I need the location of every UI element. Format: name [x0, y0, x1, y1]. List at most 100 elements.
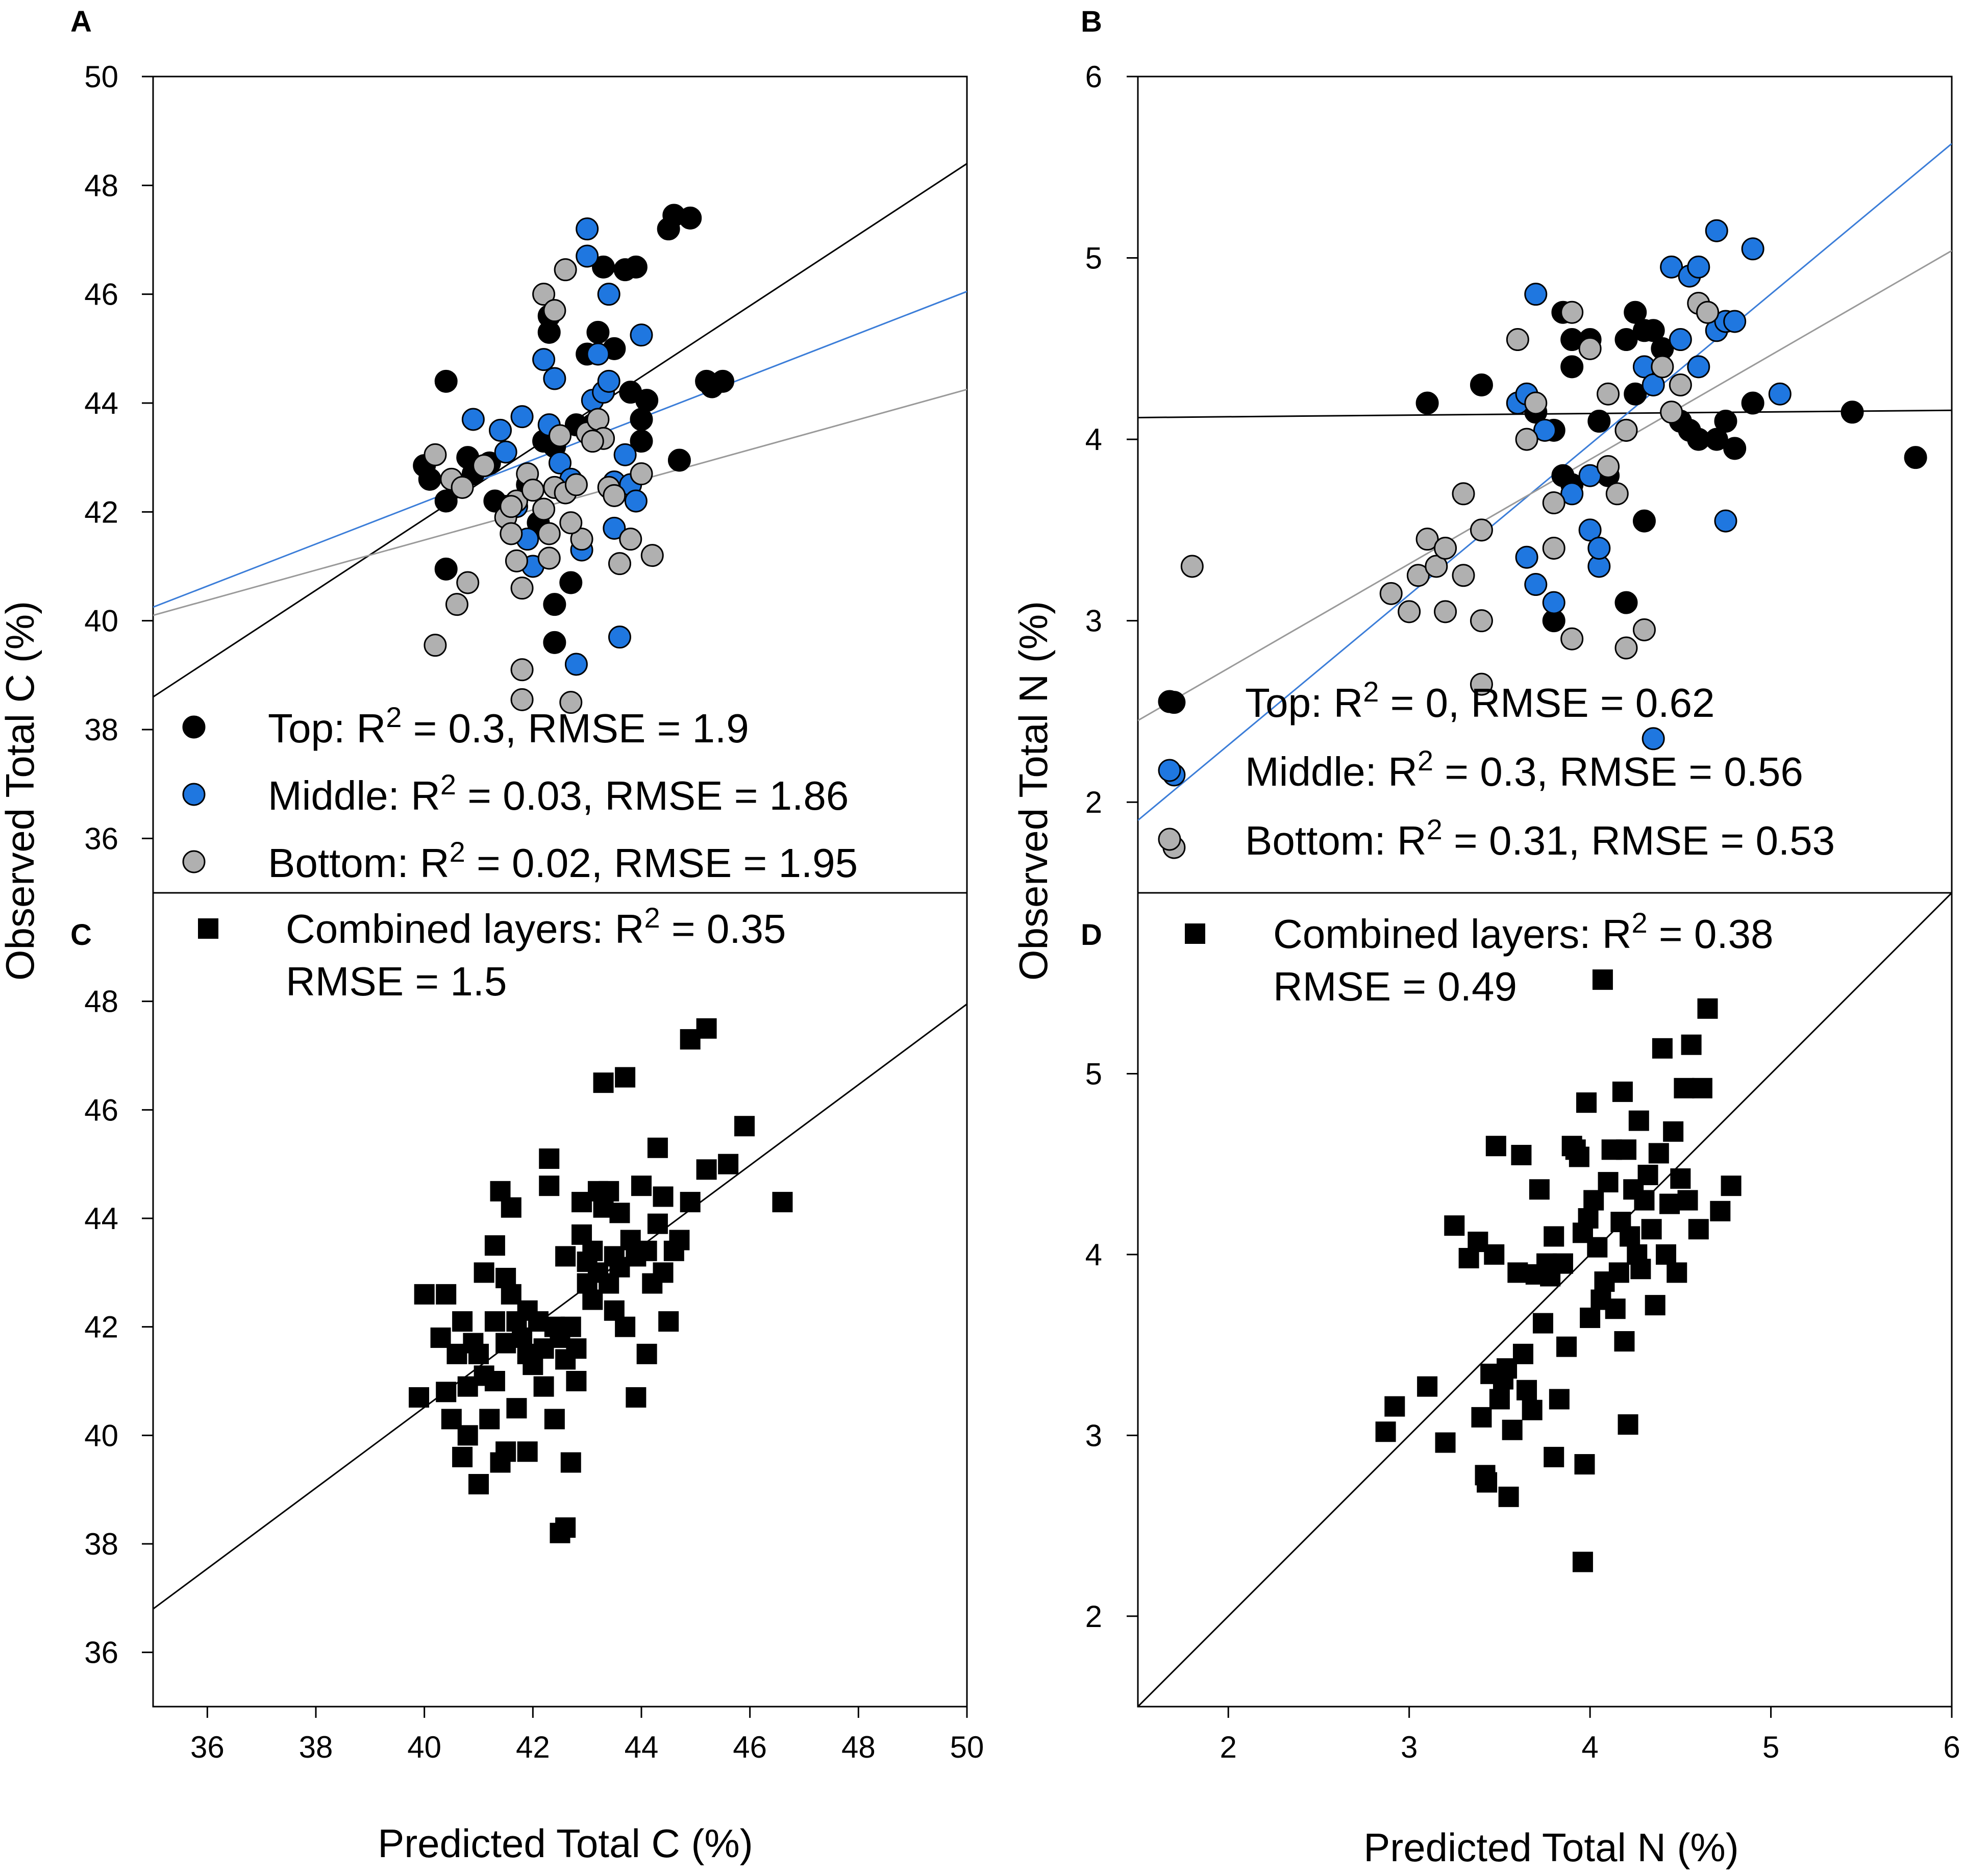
panel-letter-d: D — [1081, 918, 1102, 952]
point-combined — [653, 1262, 674, 1283]
point-bottom — [1452, 482, 1475, 506]
point-middle — [1768, 382, 1792, 406]
x-tick-label: 38 — [299, 1730, 333, 1764]
point-combined — [1659, 1193, 1680, 1214]
point-bottom — [424, 443, 447, 466]
point-bottom — [603, 484, 626, 507]
point-middle — [1587, 536, 1611, 560]
point-combined — [457, 1425, 478, 1446]
legend-label-text: = 0.38 — [1648, 911, 1774, 957]
point-bottom — [1180, 555, 1204, 578]
point-middle — [1714, 509, 1737, 533]
point-top — [1614, 328, 1638, 352]
point-top — [543, 631, 566, 654]
point-middle — [576, 244, 599, 268]
point-combined — [658, 1311, 679, 1332]
point-combined — [474, 1262, 494, 1283]
point-combined — [1544, 1226, 1564, 1247]
point-top — [1614, 591, 1638, 614]
point-combined — [1549, 1389, 1570, 1410]
point-combined — [1620, 1226, 1640, 1247]
point-middle — [603, 516, 626, 540]
legend-label-top: Top: R2 = 0, RMSE = 0.62 — [1245, 676, 1715, 726]
point-top — [418, 467, 441, 491]
legend-marker-middle — [182, 783, 206, 806]
point-combined — [615, 1316, 636, 1337]
point-bottom — [640, 544, 664, 567]
point-bottom — [1560, 627, 1584, 651]
point-bottom — [521, 479, 544, 502]
point-combined — [517, 1441, 538, 1462]
legend-label-text: Combined layers: R — [286, 906, 644, 952]
legend-marker-top — [1158, 690, 1181, 713]
point-combined — [1637, 1164, 1658, 1185]
point-combined — [1634, 1190, 1655, 1211]
point-top — [624, 255, 648, 279]
point-combined — [1532, 1313, 1553, 1334]
point-top — [1741, 391, 1764, 415]
point-top — [1587, 410, 1611, 433]
point-top — [1714, 410, 1737, 433]
point-bottom — [570, 528, 593, 551]
point-combined — [484, 1235, 505, 1256]
point-bottom — [1542, 491, 1565, 515]
point-bottom — [500, 495, 523, 518]
legend-rmse: RMSE = 1.5 — [286, 959, 507, 1004]
point-combined — [560, 1316, 581, 1337]
point-bottom — [532, 497, 556, 521]
point-middle — [1687, 255, 1710, 279]
fit-line-combined — [1138, 893, 1952, 1707]
point-combined — [1512, 1343, 1533, 1364]
point-combined — [1471, 1407, 1492, 1428]
point-middle — [608, 626, 631, 649]
point-bottom — [564, 473, 588, 496]
point-bottom — [1379, 582, 1403, 605]
point-combined — [1498, 1486, 1519, 1507]
point-combined — [653, 1186, 674, 1207]
point-middle — [1533, 418, 1556, 442]
point-combined — [593, 1072, 614, 1093]
point-bottom — [1434, 600, 1457, 623]
point-combined — [1663, 1121, 1684, 1142]
y-tick-label: 4 — [1085, 1238, 1102, 1272]
point-combined — [1578, 1208, 1599, 1229]
point-combined — [409, 1387, 430, 1408]
panel-c-frame — [152, 892, 968, 1708]
point-combined — [1648, 1143, 1669, 1164]
point-bottom — [1597, 382, 1620, 406]
legend-label-text: = 0.3, RMSE = 1.9 — [402, 706, 749, 751]
point-top — [1632, 509, 1656, 533]
point-combined — [1587, 1237, 1608, 1258]
point-middle — [630, 323, 653, 347]
point-middle — [1642, 727, 1665, 751]
point-bottom — [543, 299, 566, 322]
fit-line-middle — [1138, 143, 1952, 821]
legend-label-bottom: Bottom: R2 = 0.31, RMSE = 0.53 — [1245, 813, 1835, 863]
panel-letter-b: B — [1081, 5, 1102, 38]
y-tick-label: 2 — [1085, 1599, 1102, 1634]
point-bottom — [451, 476, 474, 499]
point-combined — [1375, 1421, 1396, 1442]
point-combined — [669, 1230, 690, 1250]
point-combined — [501, 1197, 521, 1218]
point-combined — [1580, 1307, 1601, 1328]
legend-superscript: 2 — [644, 902, 660, 934]
point-combined — [1502, 1419, 1523, 1440]
legend-superscript: 2 — [1418, 744, 1433, 777]
y-tick-label: 36 — [84, 821, 118, 856]
point-bottom — [1560, 301, 1584, 324]
legend-label-text: = 0, RMSE = 0.62 — [1379, 680, 1714, 726]
point-bottom — [1614, 636, 1638, 660]
x-tick-label: 50 — [950, 1730, 984, 1764]
point-combined — [1641, 1219, 1662, 1240]
legend-label-text: Bottom: R — [1245, 818, 1427, 863]
legend-label-text: Top: R — [1245, 680, 1363, 726]
panel-c-carbon-combined: 36 38 40 42 44 46 48 36 38 40 42 44 46 48 50 Combined l… — [84, 902, 984, 1764]
point-combined — [1670, 1168, 1691, 1189]
legend-label-bottom: Bottom: R2 = 0.02, RMSE = 1.95 — [268, 836, 858, 886]
point-bottom — [1696, 301, 1719, 324]
point-combined — [1618, 1414, 1638, 1435]
point-bottom — [1434, 536, 1457, 560]
point-middle — [564, 653, 588, 676]
